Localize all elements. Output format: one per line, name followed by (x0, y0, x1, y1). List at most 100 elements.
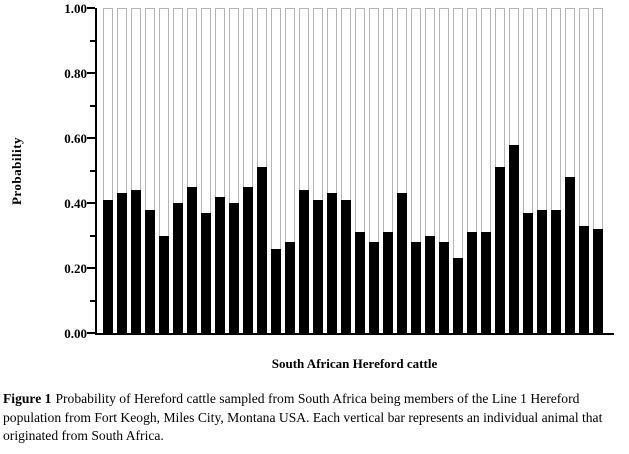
bar-remainder (131, 8, 141, 190)
bar-remainder (509, 8, 519, 145)
y-tick-label: 0.80 (64, 66, 87, 81)
bar-remainder (453, 8, 463, 259)
animal-bar-8 (201, 8, 211, 333)
bar-probability-fill (299, 190, 309, 333)
bar-remainder (103, 8, 113, 200)
y-minor-tick (90, 169, 95, 172)
animal-bar-35 (579, 8, 589, 333)
y-major-tick (87, 7, 95, 9)
bar-remainder (481, 8, 491, 233)
animal-bar-32 (537, 8, 547, 333)
y-minor-tick (90, 104, 95, 107)
bar-probability-fill (229, 203, 239, 333)
animal-bar-29 (495, 8, 505, 333)
bar-probability-fill (201, 212, 211, 333)
bar-remainder (257, 8, 267, 168)
bar-probability-fill (173, 203, 183, 333)
bar-remainder (467, 8, 477, 233)
bar-remainder (243, 8, 253, 187)
bar-probability-fill (257, 167, 267, 333)
bar-probability-fill (103, 199, 113, 333)
bar-remainder (215, 8, 225, 197)
y-minor-tick (90, 39, 95, 42)
animal-bar-2 (117, 8, 127, 333)
bar-remainder (439, 8, 449, 242)
bar-probability-fill (187, 186, 197, 333)
bar-probability-fill (467, 232, 477, 333)
animal-bar-26 (453, 8, 463, 333)
bar-remainder (327, 8, 337, 194)
bar-remainder (117, 8, 127, 194)
y-axis-title-wrap: Probability (2, 8, 32, 333)
animal-bar-31 (523, 8, 533, 333)
bar-remainder (229, 8, 239, 203)
bar-probability-fill (509, 144, 519, 333)
bar-probability-fill (313, 199, 323, 333)
bar-probability-fill (355, 232, 365, 333)
bar-remainder (369, 8, 379, 242)
bar-probability-fill (327, 193, 337, 333)
bar-remainder (145, 8, 155, 210)
bar-probability-fill (117, 193, 127, 333)
figure-caption: Figure 1 Probability of Hereford cattle s… (3, 390, 624, 446)
bar-remainder (411, 8, 421, 242)
bar-remainder (159, 8, 169, 236)
bar-probability-fill (439, 242, 449, 333)
animal-bar-7 (187, 8, 197, 333)
bar-probability-fill (397, 193, 407, 333)
animal-bar-33 (551, 8, 561, 333)
bar-probability-fill (131, 190, 141, 333)
y-tick-label: 0.40 (64, 196, 87, 211)
y-major-tick (87, 202, 95, 204)
animal-bar-6 (173, 8, 183, 333)
animal-bar-12 (257, 8, 267, 333)
y-major-tick (87, 72, 95, 74)
bar-probability-fill (425, 235, 435, 333)
animal-bar-28 (481, 8, 491, 333)
y-major-tick (87, 137, 95, 139)
animal-bar-9 (215, 8, 225, 333)
bar-remainder (425, 8, 435, 236)
figure-caption-label: Figure 1 (3, 391, 52, 406)
animal-bar-22 (397, 8, 407, 333)
y-axis-title: Probability (9, 136, 25, 205)
animal-bar-5 (159, 8, 169, 333)
bar-probability-fill (145, 209, 155, 333)
animal-bar-23 (411, 8, 421, 333)
bar-probability-fill (383, 232, 393, 333)
bar-remainder (187, 8, 197, 187)
bar-probability-fill (495, 167, 505, 333)
bar-remainder (271, 8, 281, 249)
bar-probability-fill (453, 258, 463, 333)
bar-probability-fill (551, 209, 561, 333)
y-minor-tick (90, 234, 95, 237)
bar-remainder (299, 8, 309, 190)
y-minor-tick (90, 299, 95, 302)
bar-remainder (341, 8, 351, 200)
y-tick-label: 0.60 (64, 131, 87, 146)
animal-bar-19 (355, 8, 365, 333)
animal-bar-13 (271, 8, 281, 333)
bar-probability-fill (215, 196, 225, 333)
bar-remainder (355, 8, 365, 233)
bar-probability-fill (369, 242, 379, 333)
bar-probability-fill (271, 248, 281, 333)
bar-remainder (537, 8, 547, 210)
animal-bar-27 (467, 8, 477, 333)
x-axis-line (95, 333, 614, 335)
animal-bar-15 (299, 8, 309, 333)
y-tick-label: 1.00 (64, 1, 87, 16)
y-axis-line (95, 8, 97, 335)
bar-remainder (383, 8, 393, 233)
animal-bar-20 (369, 8, 379, 333)
bar-probability-fill (593, 229, 603, 333)
bar-remainder (579, 8, 589, 226)
bar-probability-fill (341, 199, 351, 333)
bar-probability-fill (481, 232, 491, 333)
bar-remainder (523, 8, 533, 213)
y-major-tick (87, 267, 95, 269)
animal-bar-34 (565, 8, 575, 333)
bar-remainder (495, 8, 505, 168)
animal-bar-18 (341, 8, 351, 333)
